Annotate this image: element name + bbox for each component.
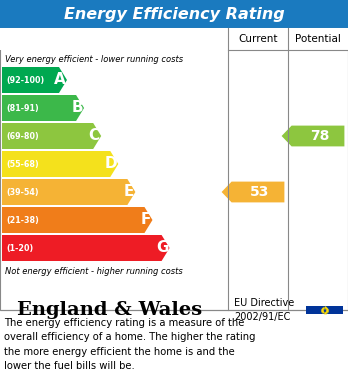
- Text: F: F: [140, 212, 151, 228]
- Text: E: E: [123, 185, 134, 199]
- Polygon shape: [2, 67, 67, 93]
- Text: G: G: [156, 240, 169, 255]
- Text: C: C: [89, 129, 100, 143]
- Text: (55-68): (55-68): [6, 160, 39, 169]
- Polygon shape: [2, 95, 84, 121]
- Text: (1-20): (1-20): [6, 244, 33, 253]
- Bar: [0, 28, 348, 310]
- Text: D: D: [105, 156, 118, 172]
- Polygon shape: [2, 123, 101, 149]
- Text: (21-38): (21-38): [6, 215, 39, 224]
- Text: (92-100): (92-100): [6, 75, 44, 84]
- Polygon shape: [2, 179, 135, 205]
- Text: (39-54): (39-54): [6, 188, 39, 197]
- Text: B: B: [71, 100, 83, 115]
- Text: EU Directive
2002/91/EC: EU Directive 2002/91/EC: [234, 298, 294, 322]
- Text: Very energy efficient - lower running costs: Very energy efficient - lower running co…: [5, 56, 183, 65]
- Polygon shape: [2, 207, 152, 233]
- Text: A: A: [54, 72, 66, 88]
- Bar: [0, 0, 348, 28]
- Text: Current: Current: [238, 34, 278, 44]
- Text: The energy efficiency rating is a measure of the
overall efficiency of a home. T: The energy efficiency rating is a measur…: [4, 318, 255, 371]
- Bar: [306, 306, 343, 314]
- Text: England & Wales: England & Wales: [17, 301, 202, 319]
- Polygon shape: [282, 126, 345, 146]
- Text: (81-91): (81-91): [6, 104, 39, 113]
- Text: Not energy efficient - higher running costs: Not energy efficient - higher running co…: [5, 267, 183, 276]
- Text: (69-80): (69-80): [6, 131, 39, 140]
- Text: Energy Efficiency Rating: Energy Efficiency Rating: [64, 7, 284, 22]
- Text: 78: 78: [310, 129, 330, 143]
- Text: Potential: Potential: [295, 34, 341, 44]
- Polygon shape: [222, 181, 284, 203]
- Text: 53: 53: [250, 185, 270, 199]
- Polygon shape: [2, 151, 118, 177]
- Polygon shape: [2, 235, 169, 261]
- Bar: [0, 28, 348, 50]
